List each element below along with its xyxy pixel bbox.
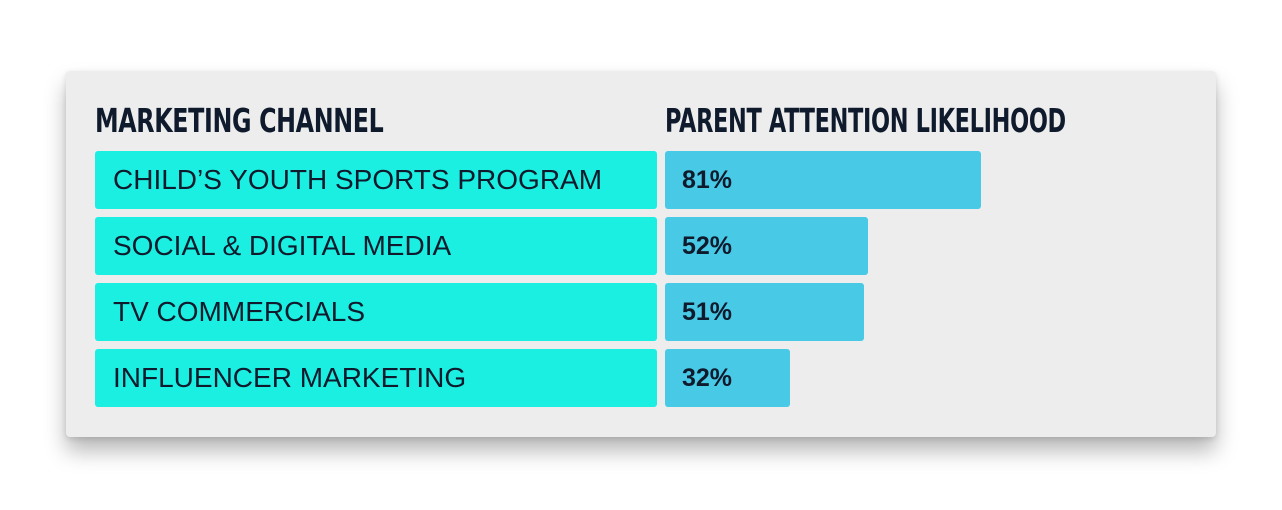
chart-row: TV COMMERCIALS 51% [66,283,1216,343]
category-label: INFLUENCER MARKETING [113,362,467,393]
category-cell: SOCIAL & DIGITAL MEDIA [95,217,657,275]
chart-card: MARKETING CHANNEL PARENT ATTENTION LIKEL… [66,71,1216,437]
value-bar: 32% [665,349,790,407]
chart-row: INFLUENCER MARKETING 32% [66,349,1216,409]
value-label: 52% [682,232,733,260]
category-cell: TV COMMERCIALS [95,283,657,341]
value-bar: 51% [665,283,864,341]
category-column-header: MARKETING CHANNEL [95,101,384,140]
category-label: TV COMMERCIALS [113,296,366,327]
value-bar: 81% [665,151,981,209]
value-column-header: PARENT ATTENTION LIKELIHOOD [665,101,1066,140]
value-label: 32% [682,364,733,392]
chart-row: CHILD’S YOUTH SPORTS PROGRAM 81% [66,151,1216,211]
value-label: 51% [682,298,733,326]
category-cell: INFLUENCER MARKETING [95,349,657,407]
category-label: SOCIAL & DIGITAL MEDIA [113,230,452,261]
chart-row: SOCIAL & DIGITAL MEDIA 52% [66,217,1216,277]
category-cell: CHILD’S YOUTH SPORTS PROGRAM [95,151,657,209]
category-label: CHILD’S YOUTH SPORTS PROGRAM [113,164,603,195]
value-bar: 52% [665,217,868,275]
value-label: 81% [682,166,733,194]
